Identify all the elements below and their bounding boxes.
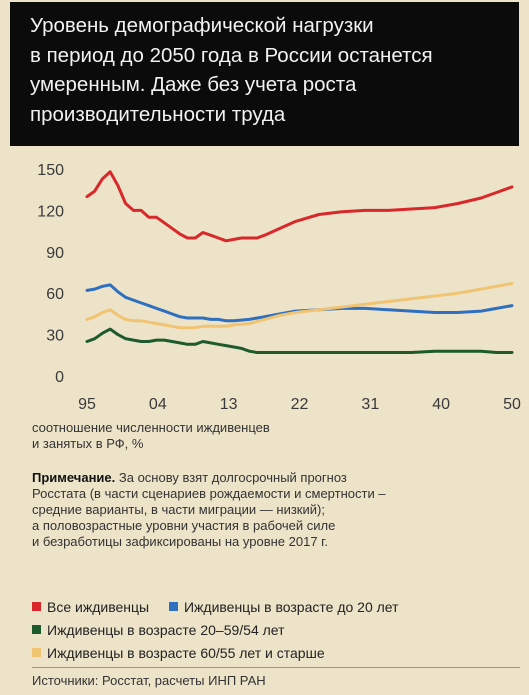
x-tick-label: 50	[503, 396, 521, 413]
legend-swatch-under-20	[168, 602, 178, 611]
note-line-4: а половозрастные уровни участия в рабоче…	[32, 518, 336, 533]
legend-row-2: Иждивенцы в возрасте 20–59/54 лет	[32, 619, 522, 642]
caption-line-1: соотношение численности иждивенцев	[32, 420, 270, 435]
series-line-1	[85, 170, 514, 243]
y-tick-label: 90	[46, 245, 64, 262]
legend-swatch-all	[32, 602, 41, 611]
y-tick-label: 60	[46, 286, 64, 303]
x-tick-label: 13	[220, 396, 238, 413]
series-layer	[85, 170, 514, 354]
series-line-3	[85, 327, 514, 354]
legend-label-20-59: Иждивенцы в возрасте 20–59/54 лет	[47, 622, 285, 638]
legend-item-all: Все иждивенцы	[32, 596, 149, 619]
legend-label-under-20: Иждивенцы в возрасте до 20 лет	[183, 599, 399, 615]
line-chart: 0 30 60 90 120 150 95 04 13 22 31 40 50	[37, 162, 521, 413]
axis-layer: 0 30 60 90 120 150 95 04 13 22 31 40 50	[37, 162, 521, 413]
series-line-2	[85, 283, 514, 323]
legend-row-1: Все иждивенцы Иждивенцы в возрасте до 20…	[32, 596, 522, 619]
x-tick-label: 95	[78, 396, 96, 413]
caption-line-2: и занятых в РФ, %	[32, 436, 144, 451]
y-tick-label: 30	[46, 328, 64, 345]
source-divider	[32, 667, 520, 668]
legend-row-3: Иждивенцы в возрасте 60/55 лет и старше	[32, 642, 522, 665]
note-first-line: Примечание. За основу взят долгосрочный …	[32, 470, 522, 486]
legend-label-60-plus: Иждивенцы в возрасте 60/55 лет и старше	[47, 645, 325, 661]
chart-legend: Все иждивенцы Иждивенцы в возрасте до 20…	[32, 596, 522, 665]
chart-title-line-3: умеренным. Даже без учета роста	[30, 73, 357, 96]
legend-item-under-20: Иждивенцы в возрасте до 20 лет	[168, 596, 399, 619]
x-tick-label: 40	[432, 396, 450, 413]
y-tick-label: 120	[37, 203, 64, 220]
x-tick-label: 04	[149, 396, 167, 413]
note-label: Примечание.	[32, 470, 116, 485]
source-text: Источники: Росстат, расчеты ИНП РАН	[32, 673, 266, 688]
legend-item-60-plus: Иждивенцы в возрасте 60/55 лет и старше	[32, 642, 325, 665]
chart-title-line-1: Уровень демографической нагрузки	[30, 14, 374, 37]
legend-label-all: Все иждивенцы	[47, 599, 150, 615]
note-line-5: и безработицы зафиксированы на уровне 20…	[32, 534, 328, 549]
series-line-4	[85, 282, 514, 330]
note-line-3: средние варианты, в части миграции — низ…	[32, 502, 325, 517]
legend-swatch-60-plus	[32, 648, 41, 657]
note-line-2: Росстата (в части сценариев рождаемости …	[32, 486, 386, 501]
legend-item-20-59: Иждивенцы в возрасте 20–59/54 лет	[32, 619, 285, 642]
x-tick-label: 22	[291, 396, 309, 413]
chart-title-line-2: в период до 2050 года в России останется	[30, 43, 433, 67]
chart-caption: соотношение численности иждивенцев и зан…	[32, 420, 512, 452]
note-text-first: За основу взят долгосрочный прогноз	[115, 470, 347, 485]
note-block: Примечание. За основу взят долгосрочный …	[32, 470, 522, 550]
y-tick-label: 0	[55, 369, 64, 386]
legend-swatch-20-59	[32, 625, 41, 634]
chart-title-line-4: производительности труда	[30, 102, 286, 126]
x-tick-label: 31	[361, 396, 379, 413]
y-tick-label: 150	[37, 162, 64, 179]
chart-title-block: Уровень демографической нагрузки в перио…	[10, 2, 519, 146]
